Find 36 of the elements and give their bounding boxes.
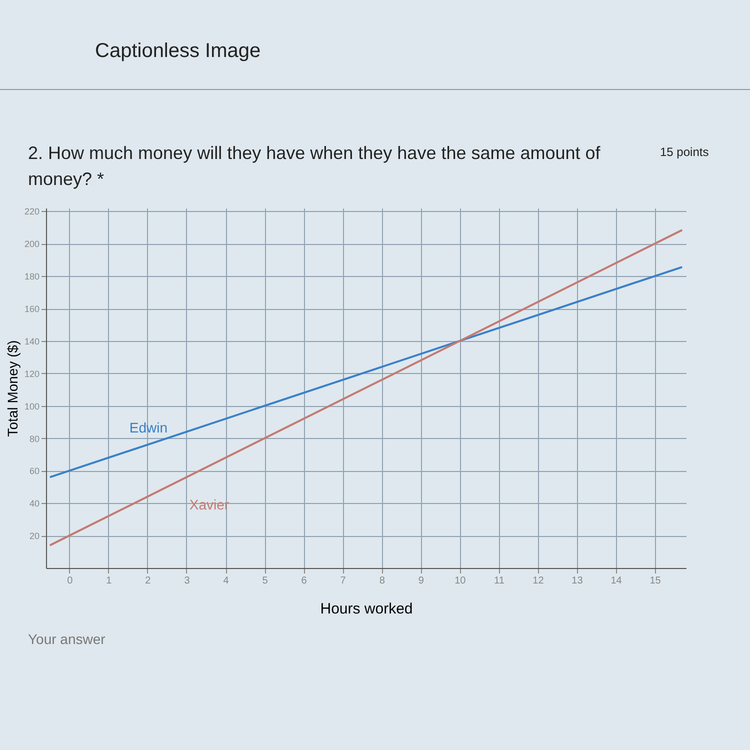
y-tick-label: 140 [24, 336, 40, 347]
y-tick-label: 100 [24, 402, 40, 412]
y-tick-label: 40 [29, 498, 40, 509]
x-axis-title: Hours worked [320, 600, 413, 618]
x-tick-label: 1 [106, 576, 112, 587]
x-tick-label: 11 [494, 576, 505, 587]
text: 15 points [660, 144, 710, 161]
x-tick-label: 6 [301, 576, 308, 587]
y-tick-label: 60 [29, 466, 40, 476]
text: Your answer [27, 630, 106, 650]
y-axis-title: Total Money ($) [4, 340, 20, 437]
x-tick-label: 15 [650, 576, 662, 587]
y-tick-label: 120 [24, 369, 40, 380]
x-tick-label: 14 [610, 576, 622, 587]
x-tick-label: 5 [262, 576, 268, 587]
text: Captionless Image [0, 0, 750, 90]
x-tick-label: 9 [418, 576, 424, 587]
y-tick-label: 80 [29, 434, 40, 444]
y-tick-label: 200 [24, 239, 40, 250]
x-tick-label: 12 [532, 576, 544, 587]
x-tick-label: 10 [454, 576, 466, 587]
x-tick-label: 3 [184, 576, 190, 587]
line-series [48, 266, 684, 478]
series-label: Edwin [129, 420, 168, 436]
y-tick-label: 180 [24, 272, 40, 282]
x-tick-label: 8 [379, 576, 386, 587]
x-tick-label: 7 [340, 576, 346, 587]
y-tick-label: 20 [29, 531, 40, 542]
x-tick-label: 0 [67, 576, 74, 587]
x-tick-label: 2 [145, 576, 152, 587]
line-series [48, 229, 684, 546]
x-tick-label: 4 [223, 576, 230, 587]
y-tick-label: 220 [24, 206, 40, 217]
x-tick-label: 13 [572, 576, 584, 587]
chart-title: 2. How much money will they have when they have the same amount of money? * [28, 142, 602, 192]
y-tick-label: 160 [24, 304, 40, 314]
